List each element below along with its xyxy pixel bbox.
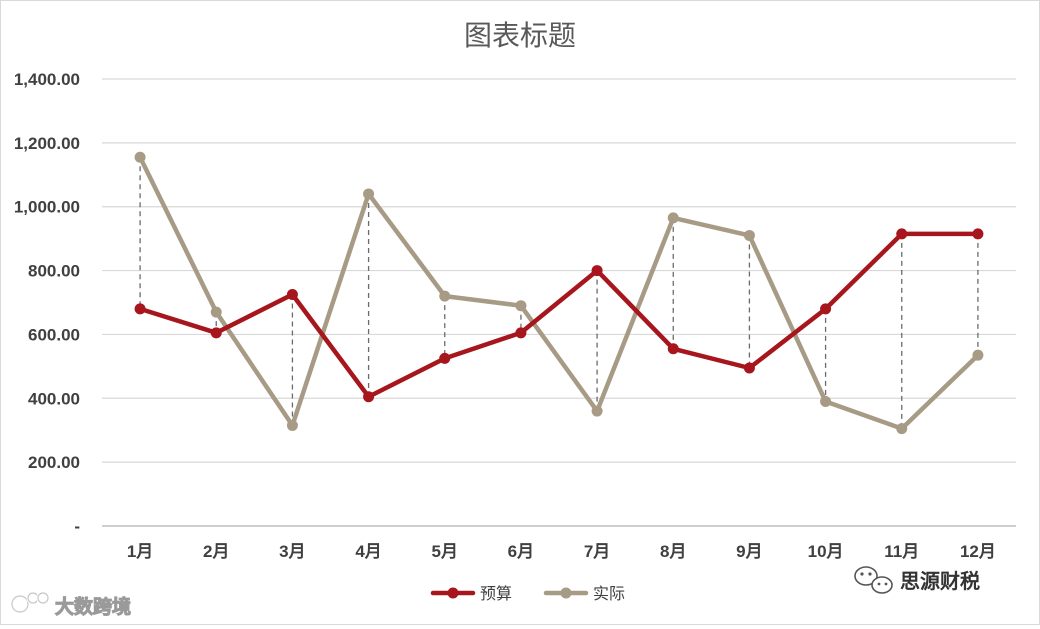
data-point xyxy=(896,228,908,240)
data-point xyxy=(286,289,298,301)
data-point xyxy=(210,327,222,339)
y-tick-label: 800.00 xyxy=(28,262,80,281)
watermark-right-text: 思源财税 xyxy=(900,569,980,593)
data-point xyxy=(591,265,603,277)
data-point xyxy=(820,303,832,315)
y-tick-label: 1,200.00 xyxy=(14,134,80,153)
legend-item: 预算 xyxy=(430,584,512,603)
data-point xyxy=(820,395,832,407)
y-tick-label: 1,400.00 xyxy=(14,70,80,89)
x-axis-ticks: 1月 2月 3月 4月 5月 6月 7月 8月 9月 10月 11月 12月 xyxy=(127,542,996,561)
data-point xyxy=(972,228,984,240)
data-point xyxy=(896,423,908,435)
x-tick-label: 7月 xyxy=(584,542,610,561)
x-tick-label: 2月 xyxy=(203,542,229,561)
x-tick-label: 3月 xyxy=(279,542,305,561)
data-point xyxy=(439,352,451,364)
data-point xyxy=(591,405,603,417)
data-point xyxy=(515,327,527,339)
y-axis-ticks: - 200.00 400.00 600.00 800.00 1,000.00 1,200.0… xyxy=(14,70,80,536)
legend-label: 实际 xyxy=(593,584,625,603)
data-point xyxy=(439,290,451,302)
x-tick-label: 4月 xyxy=(355,542,381,561)
chart-title: 图表标题 xyxy=(464,19,576,52)
chat-bubble-icon xyxy=(854,566,893,594)
legend: 预算 实际 xyxy=(430,584,625,603)
x-tick-label: 10月 xyxy=(808,542,844,561)
y-tick-label: - xyxy=(74,517,80,536)
y-tick-label: 1,000.00 xyxy=(14,198,80,217)
data-point xyxy=(363,391,375,403)
drop-lines xyxy=(139,157,979,429)
data-point xyxy=(515,300,527,312)
data-point xyxy=(286,419,298,431)
y-tick-label: 600.00 xyxy=(28,325,80,344)
data-point xyxy=(667,212,679,224)
watermark-left: 大数跨境 xyxy=(10,591,132,619)
y-tick-label: 200.00 xyxy=(28,453,80,472)
y-tick-label: 400.00 xyxy=(28,389,80,408)
legend-marker xyxy=(447,587,459,599)
data-point xyxy=(667,343,679,355)
data-point xyxy=(210,306,222,318)
x-tick-label: 11月 xyxy=(884,542,919,561)
x-tick-label: 12月 xyxy=(960,542,996,561)
x-tick-label: 6月 xyxy=(508,542,534,561)
watermark-right: 思源财税 xyxy=(854,566,980,594)
data-point xyxy=(363,188,375,200)
data-point xyxy=(743,362,755,374)
x-tick-label: 1月 xyxy=(127,542,153,561)
watermark-left-logo-icon xyxy=(10,591,50,614)
data-point xyxy=(972,349,984,361)
legend-marker xyxy=(560,587,572,599)
data-point xyxy=(134,151,146,163)
series-实际 xyxy=(134,151,984,435)
watermark-left-text: 大数跨境 xyxy=(55,595,131,618)
series-line xyxy=(137,231,981,399)
data-point xyxy=(134,303,146,315)
x-tick-label: 8月 xyxy=(660,542,686,561)
data-point xyxy=(743,229,755,241)
series-line xyxy=(137,154,981,431)
legend-item: 实际 xyxy=(543,584,625,603)
series-预算 xyxy=(134,228,984,403)
x-tick-label: 5月 xyxy=(432,542,458,561)
legend-label: 预算 xyxy=(480,584,512,603)
x-tick-label: 9月 xyxy=(736,542,762,561)
gridlines xyxy=(102,78,1016,527)
series-lines xyxy=(134,151,984,435)
